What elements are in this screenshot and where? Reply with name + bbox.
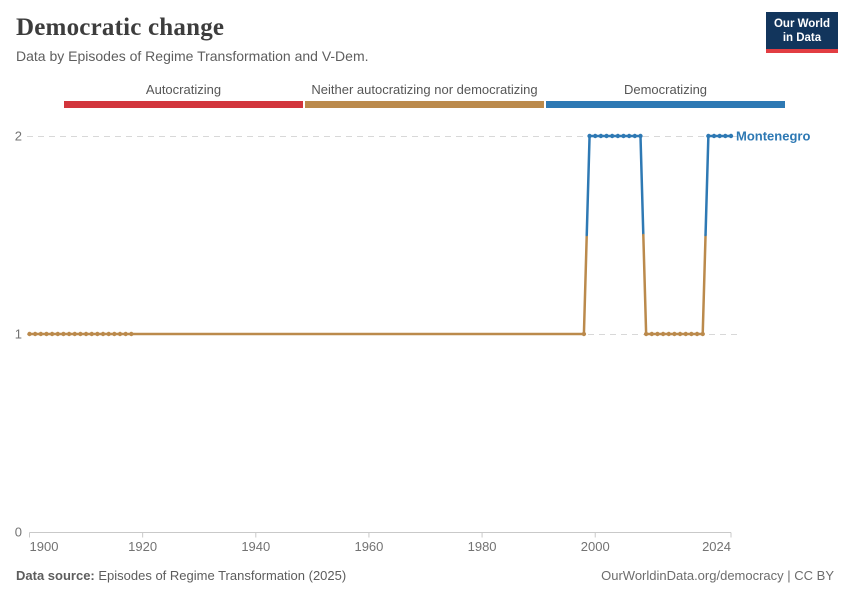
- data-point-marker: [123, 331, 128, 337]
- data-point-marker: [694, 331, 700, 337]
- legend-label-neither: Neither autocratizing nor democratizing: [311, 82, 538, 97]
- data-point-marker: [643, 331, 649, 337]
- page-title: Democratic change: [16, 14, 225, 41]
- legend-bar-autocratizing: [64, 101, 303, 108]
- data-point-marker: [593, 133, 598, 139]
- data-point-marker: [44, 331, 49, 337]
- data-point-marker: [632, 133, 638, 139]
- data-point-marker: [689, 331, 694, 337]
- owid-logo[interactable]: Our World in Data: [765, 12, 838, 53]
- entity-label: Montenegro: [736, 129, 810, 144]
- data-point-marker: [83, 331, 89, 337]
- x-tick-label-1920: 1920: [128, 539, 157, 554]
- data-point-marker: [32, 331, 38, 337]
- data-point-marker: [581, 331, 587, 337]
- owid-logo-line1: Our World: [773, 18, 830, 30]
- chart-footer: Data source: Episodes of Regime Transfor…: [16, 568, 834, 583]
- credit-link[interactable]: OurWorldinData.org/democracy | CC BY: [601, 568, 834, 583]
- data-point-marker: [626, 133, 632, 139]
- data-point-marker: [706, 133, 711, 139]
- legend-item-autocratizing: Autocratizing: [64, 82, 303, 108]
- data-point-marker: [711, 133, 717, 139]
- data-line-transition-lower: [701, 233, 707, 336]
- x-tick-label-2024: 2024: [702, 539, 731, 554]
- data-point-marker: [95, 331, 100, 337]
- data-point-marker: [660, 331, 666, 337]
- data-point-marker: [587, 133, 592, 139]
- category-legend: Autocratizing Neither autocratizing nor …: [64, 82, 785, 108]
- data-point-marker: [61, 331, 66, 337]
- owid-logo-line2: in Data: [782, 32, 822, 45]
- data-point-marker: [117, 331, 123, 337]
- legend-item-democratizing: Democratizing: [546, 82, 785, 108]
- data-point-marker: [129, 331, 134, 337]
- data-point-marker: [49, 331, 55, 337]
- data-point-marker: [106, 331, 111, 337]
- legend-bar-neither: [305, 101, 544, 108]
- y-axis-label-1: 1: [15, 327, 22, 342]
- y-axis-label-0: 0: [15, 525, 22, 540]
- data-point-marker: [728, 133, 734, 139]
- data-point-marker: [615, 133, 621, 139]
- data-point-marker: [621, 133, 626, 139]
- data-line-transition-lower: [639, 134, 645, 237]
- chart-subtitle: Data by Episodes of Regime Transformatio…: [16, 48, 369, 64]
- data-source: Data source: Episodes of Regime Transfor…: [16, 568, 346, 583]
- data-point-marker: [723, 133, 728, 139]
- data-point-marker: [604, 133, 609, 139]
- x-tick-label-1900: 1900: [30, 539, 59, 554]
- x-tick-label-1980: 1980: [468, 539, 497, 554]
- data-point-marker: [666, 331, 671, 337]
- data-point-marker: [55, 331, 60, 337]
- x-tick-label-1960: 1960: [354, 539, 383, 554]
- data-point-marker: [38, 331, 44, 337]
- data-point-marker: [609, 133, 615, 139]
- data-point-marker: [27, 331, 32, 337]
- data-point-marker: [72, 331, 77, 337]
- data-line-transition-upper: [704, 134, 710, 237]
- data-point-marker: [672, 331, 677, 337]
- data-point-marker: [638, 133, 643, 139]
- data-point-marker: [100, 331, 106, 337]
- data-point-marker: [649, 331, 654, 337]
- legend-label-democratizing: Democratizing: [623, 82, 708, 97]
- x-tick-label-2000: 2000: [581, 539, 610, 554]
- y-axis-label-2: 2: [15, 129, 22, 144]
- data-line-transition-upper: [642, 233, 648, 336]
- data-source-value: Episodes of Regime Transformation (2025): [94, 568, 347, 583]
- data-point-marker: [655, 331, 660, 337]
- data-point-marker: [700, 331, 705, 337]
- legend-bar-democratizing: [546, 101, 785, 108]
- data-point-marker: [677, 331, 683, 337]
- data-point-marker: [89, 331, 94, 337]
- data-point-marker: [598, 133, 604, 139]
- data-line-transition-upper: [585, 134, 591, 237]
- x-tick-label-1940: 1940: [241, 539, 270, 554]
- legend-label-autocratizing: Autocratizing: [145, 82, 222, 97]
- data-source-label: Data source:: [16, 568, 95, 583]
- data-point-marker: [78, 331, 83, 337]
- data-point-marker: [112, 331, 117, 337]
- data-line-transition-lower: [582, 233, 588, 336]
- data-point-marker: [717, 133, 722, 139]
- legend-item-neither: Neither autocratizing nor democratizing: [305, 82, 544, 108]
- data-point-marker: [683, 331, 688, 337]
- data-point-marker: [66, 331, 72, 337]
